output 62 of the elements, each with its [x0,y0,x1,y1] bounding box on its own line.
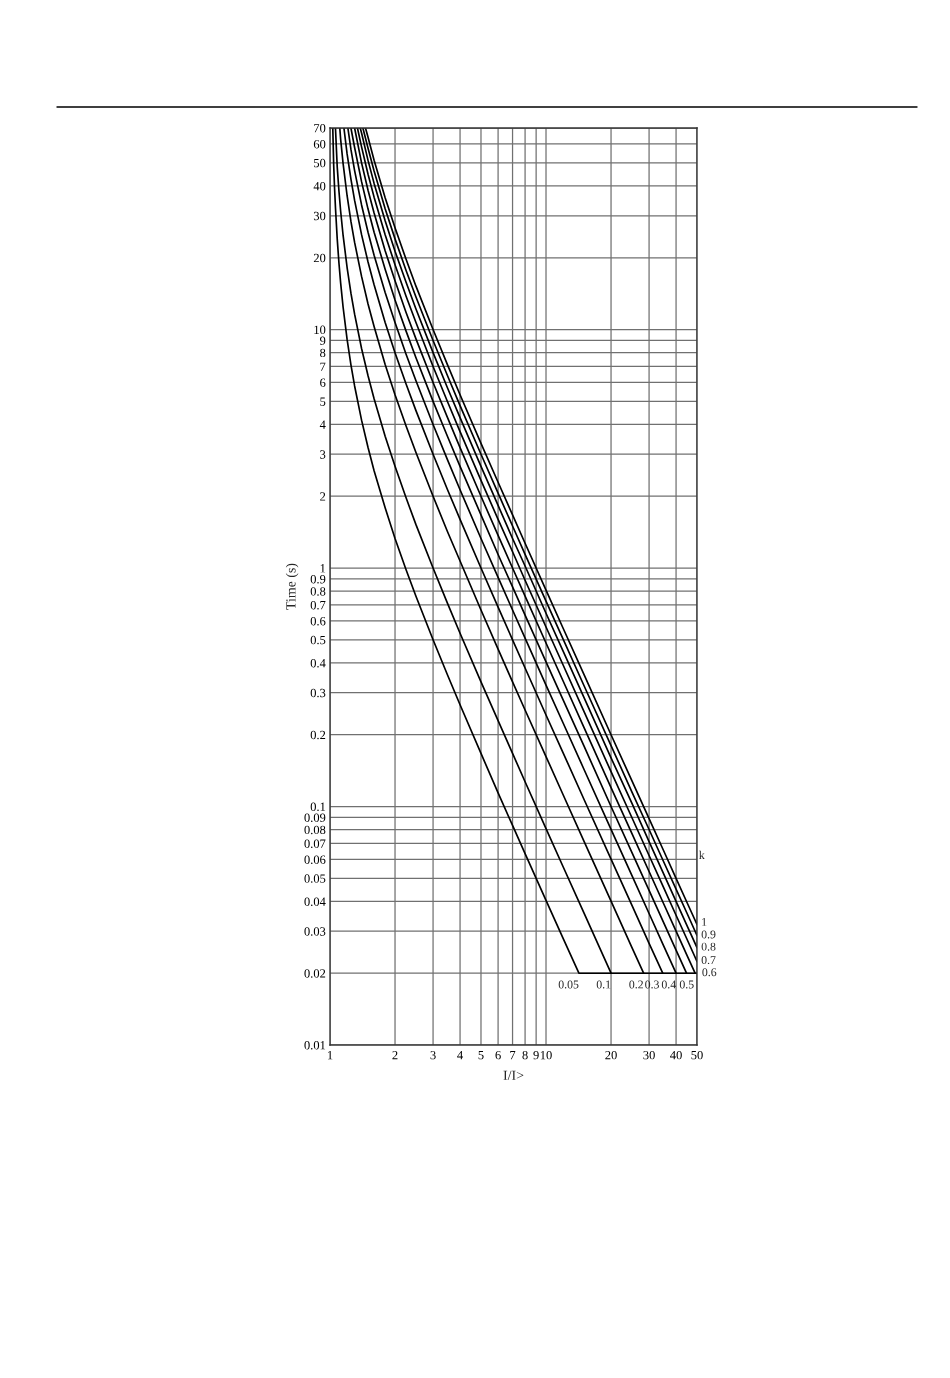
y-tick-label: 20 [313,253,326,263]
series-label: 0.2 [629,980,643,989]
y-tick-label: 0.9 [310,574,326,584]
y-tick-label: 0.3 [310,688,326,698]
y-tick-label: 30 [313,211,326,221]
series-label: 0.6 [702,968,717,977]
y-tick-label: 6 [320,378,326,387]
series-label: 0.5 [679,980,694,989]
y-tick-label: 9 [319,336,326,345]
y-tick-label: 0.1 [310,802,326,812]
series-label: 0.4 [661,980,676,989]
y-tick-label: 0.02 [304,969,326,978]
y-tick-label: 5 [320,397,326,406]
y-tick-label: 4 [319,420,326,429]
y-tick-label: 0.8 [310,587,326,596]
y-tick-label: 0.4 [310,658,326,668]
x-axis-title: I/I> [503,1070,524,1080]
x-tick-label: 8 [522,1050,528,1060]
y-tick-label: 70 [314,124,326,133]
series-label: 0.9 [701,930,716,939]
x-tick-label: 9 [533,1050,539,1060]
y-tick-label: 50 [314,158,326,168]
y-tick-label: 0.06 [304,855,326,864]
y-tick-label: 40 [313,181,326,191]
y-tick-label: 0.04 [304,897,326,906]
y-tick-label: 0.6 [310,616,326,626]
y-tick-label: 0.01 [304,1041,326,1050]
x-tick-label: 20 [605,1050,617,1060]
x-tick-label: 6 [495,1050,501,1060]
y-tick-label: 2 [320,492,326,501]
y-tick-label: 8 [320,348,326,358]
legend-title: k [699,850,705,859]
series-label: 0.05 [558,980,579,989]
x-tick-label: 1 [327,1050,333,1060]
y-tick-label: 0.05 [304,874,326,883]
y-tick-label: 0.7 [310,601,326,610]
series-label: 0.7 [701,956,716,965]
x-tick-label: 4 [457,1051,463,1060]
series-label: 0.8 [701,942,716,951]
x-tick-label: 30 [643,1050,655,1060]
series-label: 1 [702,918,707,926]
x-tick-label: 3 [430,1050,436,1060]
y-tick-label: 60 [313,139,326,149]
x-tick-label: 40 [670,1050,682,1060]
y-tick-label: 3 [320,450,326,459]
y-tick-label: 10 [314,325,326,334]
y-axis-title: Time (s) [285,563,299,610]
y-tick-label: 0.09 [304,813,326,822]
series-label: 0.3 [645,980,659,989]
y-tick-label: 0.08 [304,825,326,835]
y-tick-label: 7 [320,362,326,371]
y-tick-label: 0.07 [304,839,326,848]
series-label: 0.1 [596,980,611,989]
y-tick-label: 1 [320,564,326,573]
x-tick-label: 10 [540,1050,552,1060]
x-tick-label: 7 [510,1051,516,1060]
y-tick-label: 0.2 [310,730,326,740]
y-tick-label: 0.03 [304,927,326,936]
y-tick-label: 0.5 [310,635,326,645]
x-tick-label: 50 [691,1050,703,1060]
x-tick-label: 5 [478,1051,484,1060]
x-tick-label: 2 [392,1050,398,1060]
